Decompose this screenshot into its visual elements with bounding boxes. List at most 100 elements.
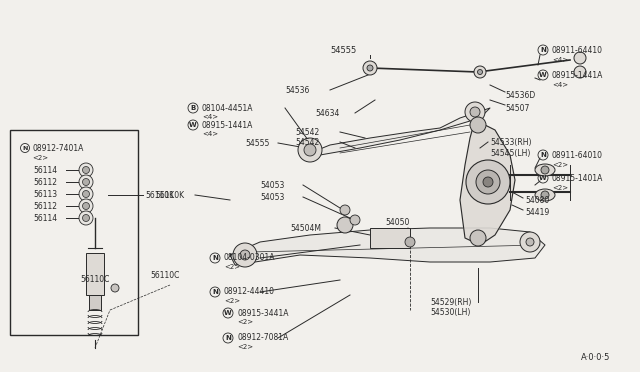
Text: 56112: 56112: [33, 177, 57, 186]
Circle shape: [83, 215, 90, 221]
Bar: [370, 228, 410, 248]
Text: 08911-64010: 08911-64010: [552, 151, 603, 160]
Text: 08911-64410: 08911-64410: [552, 45, 603, 55]
Text: 54419: 54419: [525, 208, 549, 217]
Text: 08915-3441A: 08915-3441A: [237, 308, 289, 317]
Circle shape: [405, 237, 415, 247]
Text: 56110K: 56110K: [145, 190, 174, 199]
Text: <4>: <4>: [552, 57, 568, 63]
Text: 56110C: 56110C: [150, 270, 179, 279]
Circle shape: [477, 70, 483, 74]
Bar: [86, 253, 104, 295]
Text: A·0·0·5: A·0·0·5: [580, 353, 610, 362]
Circle shape: [470, 107, 480, 117]
Circle shape: [79, 163, 93, 177]
Circle shape: [574, 52, 586, 64]
Circle shape: [304, 144, 316, 156]
Circle shape: [83, 190, 90, 198]
Polygon shape: [460, 120, 515, 245]
Text: 08915-1401A: 08915-1401A: [552, 173, 604, 183]
Text: 54053: 54053: [260, 192, 284, 202]
Text: 54555: 54555: [330, 45, 356, 55]
Text: <2>: <2>: [224, 298, 240, 304]
Circle shape: [233, 243, 257, 267]
Text: 56114: 56114: [33, 214, 57, 222]
Text: 54545(LH): 54545(LH): [490, 148, 531, 157]
Text: 56112: 56112: [33, 202, 57, 211]
Text: 56110C: 56110C: [80, 276, 109, 285]
Circle shape: [483, 177, 493, 187]
Circle shape: [298, 138, 322, 162]
Polygon shape: [230, 228, 545, 265]
Text: B: B: [190, 105, 196, 111]
Circle shape: [83, 167, 90, 173]
Text: <4>: <4>: [552, 82, 568, 88]
Circle shape: [240, 250, 250, 260]
Circle shape: [520, 232, 540, 252]
Text: 08912-44410: 08912-44410: [224, 288, 275, 296]
Text: N: N: [540, 152, 546, 158]
Text: 54529(RH): 54529(RH): [430, 298, 472, 307]
Text: 54050: 54050: [385, 218, 410, 227]
Text: N: N: [540, 47, 546, 53]
Circle shape: [470, 230, 486, 246]
Text: <4>: <4>: [202, 131, 218, 137]
Text: 08912-7081A: 08912-7081A: [237, 334, 288, 343]
Text: 56113: 56113: [33, 189, 57, 199]
Bar: [89, 295, 101, 310]
Text: 54555: 54555: [245, 138, 269, 148]
Text: N: N: [212, 255, 218, 261]
Text: 54634: 54634: [315, 109, 339, 118]
Text: N: N: [212, 289, 218, 295]
Text: 54507: 54507: [505, 103, 529, 112]
Circle shape: [541, 166, 549, 174]
Ellipse shape: [535, 164, 555, 176]
Text: W: W: [224, 310, 232, 316]
Text: N: N: [22, 145, 28, 151]
Text: 08915-1441A: 08915-1441A: [202, 121, 253, 129]
Text: 54542: 54542: [295, 138, 319, 147]
Circle shape: [79, 175, 93, 189]
Text: W: W: [539, 72, 547, 78]
Circle shape: [340, 205, 350, 215]
Circle shape: [83, 202, 90, 209]
Circle shape: [474, 66, 486, 78]
Circle shape: [466, 160, 510, 204]
Circle shape: [350, 215, 360, 225]
Circle shape: [337, 217, 353, 233]
Polygon shape: [305, 108, 490, 155]
Text: 56114: 56114: [33, 166, 57, 174]
Text: <2>: <2>: [32, 155, 48, 161]
Text: <2>: <2>: [552, 162, 568, 168]
Text: 54504M: 54504M: [290, 224, 321, 232]
Text: W: W: [189, 122, 197, 128]
Text: 54542: 54542: [295, 128, 319, 137]
Circle shape: [476, 170, 500, 194]
Circle shape: [574, 66, 586, 78]
Circle shape: [465, 102, 485, 122]
Bar: [10, 130, 138, 335]
Text: W: W: [539, 175, 547, 181]
Text: 08915-1441A: 08915-1441A: [552, 71, 604, 80]
Text: 08104-4451A: 08104-4451A: [202, 103, 253, 112]
Circle shape: [363, 61, 377, 75]
Text: 54053: 54053: [260, 180, 284, 189]
Text: <4>: <4>: [202, 114, 218, 120]
Text: 54530(LH): 54530(LH): [430, 308, 470, 317]
Text: 54536: 54536: [285, 86, 309, 94]
Text: 54536D: 54536D: [505, 90, 535, 99]
Text: <2>: <2>: [237, 319, 253, 325]
Circle shape: [367, 65, 373, 71]
Circle shape: [79, 199, 93, 213]
Text: 54080: 54080: [525, 196, 549, 205]
Text: 54533(RH): 54533(RH): [490, 138, 531, 147]
Text: <2>: <2>: [224, 264, 240, 270]
Circle shape: [79, 211, 93, 225]
Text: 08104-0301A: 08104-0301A: [224, 253, 275, 263]
Text: <2>: <2>: [237, 344, 253, 350]
Circle shape: [79, 187, 93, 201]
Text: N: N: [225, 335, 231, 341]
Ellipse shape: [535, 189, 555, 201]
Circle shape: [83, 179, 90, 186]
Text: 56110K: 56110K: [155, 190, 184, 199]
